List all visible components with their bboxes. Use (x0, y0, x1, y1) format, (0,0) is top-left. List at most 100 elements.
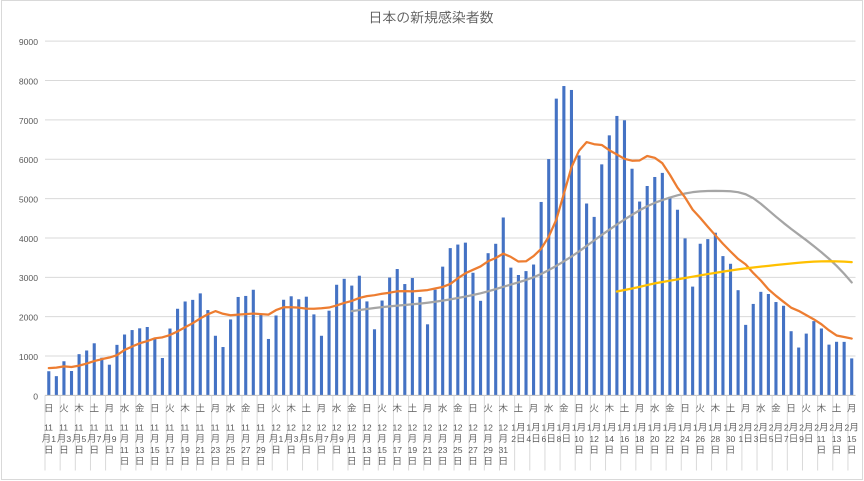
svg-text:23: 23 (438, 445, 448, 455)
svg-text:11: 11 (226, 423, 235, 433)
svg-text:5000: 5000 (19, 195, 38, 205)
svg-text:17: 17 (165, 445, 175, 455)
svg-text:20: 20 (650, 434, 660, 444)
svg-text:11: 11 (817, 434, 826, 444)
svg-text:17: 17 (392, 445, 402, 455)
svg-text:13: 13 (135, 445, 145, 455)
svg-text:8: 8 (557, 434, 562, 444)
svg-text:25: 25 (226, 445, 236, 455)
svg-text:15: 15 (847, 434, 857, 444)
svg-text:27: 27 (468, 445, 478, 455)
svg-text:29: 29 (256, 445, 266, 455)
svg-text:25: 25 (453, 445, 463, 455)
svg-text:1: 1 (708, 423, 713, 433)
svg-text:22: 22 (665, 434, 675, 444)
svg-text:8000: 8000 (19, 76, 38, 86)
svg-text:11: 11 (256, 423, 265, 433)
svg-text:1: 1 (723, 423, 728, 433)
svg-text:9: 9 (339, 434, 344, 444)
svg-text:1: 1 (278, 434, 283, 444)
svg-text:12: 12 (286, 423, 296, 433)
svg-text:1: 1 (526, 423, 531, 433)
svg-text:12: 12 (483, 423, 493, 433)
svg-text:11: 11 (150, 423, 159, 433)
svg-text:13: 13 (362, 445, 372, 455)
svg-text:11: 11 (241, 423, 250, 433)
svg-text:11: 11 (44, 423, 53, 433)
svg-text:2: 2 (829, 423, 834, 433)
svg-text:12: 12 (377, 423, 387, 433)
svg-text:12: 12 (408, 423, 418, 433)
svg-text:21: 21 (196, 445, 206, 455)
svg-text:6000: 6000 (19, 155, 38, 165)
svg-text:16: 16 (620, 434, 630, 444)
svg-text:12: 12 (362, 423, 372, 433)
svg-text:12: 12 (423, 423, 433, 433)
svg-text:12: 12 (271, 423, 281, 433)
svg-text:5: 5 (309, 434, 314, 444)
svg-text:24: 24 (680, 434, 690, 444)
svg-text:11: 11 (196, 423, 205, 433)
svg-text:1: 1 (587, 423, 592, 433)
svg-text:2: 2 (799, 423, 804, 433)
svg-text:10: 10 (574, 434, 584, 444)
svg-text:7: 7 (784, 434, 789, 444)
svg-text:4: 4 (526, 434, 531, 444)
svg-text:12: 12 (302, 423, 312, 433)
svg-text:1: 1 (557, 423, 562, 433)
svg-text:2: 2 (738, 423, 743, 433)
svg-text:12: 12 (438, 423, 448, 433)
svg-text:11: 11 (347, 445, 356, 455)
svg-text:14: 14 (605, 434, 615, 444)
svg-text:3000: 3000 (19, 273, 38, 283)
svg-text:12: 12 (332, 423, 342, 433)
svg-text:27: 27 (241, 445, 251, 455)
svg-text:11: 11 (89, 423, 98, 433)
svg-text:9000: 9000 (19, 37, 38, 47)
svg-text:7: 7 (324, 434, 329, 444)
svg-text:11: 11 (180, 423, 189, 433)
svg-text:28: 28 (711, 434, 721, 444)
svg-text:9: 9 (112, 434, 117, 444)
svg-text:3: 3 (754, 434, 759, 444)
svg-text:4000: 4000 (19, 234, 38, 244)
svg-text:1: 1 (572, 423, 577, 433)
svg-text:3: 3 (294, 434, 299, 444)
svg-text:9: 9 (799, 434, 804, 444)
svg-text:7000: 7000 (19, 116, 38, 126)
svg-text:29: 29 (483, 445, 493, 455)
svg-text:11: 11 (165, 423, 174, 433)
svg-text:15: 15 (377, 445, 387, 455)
svg-text:15: 15 (150, 445, 160, 455)
svg-text:12: 12 (347, 423, 357, 433)
svg-text:1: 1 (648, 423, 653, 433)
svg-text:30: 30 (726, 434, 736, 444)
svg-text:1: 1 (542, 423, 547, 433)
svg-text:26: 26 (695, 434, 705, 444)
svg-text:11: 11 (120, 423, 129, 433)
svg-text:23: 23 (211, 445, 221, 455)
svg-text:18: 18 (635, 434, 645, 444)
svg-text:2: 2 (814, 423, 819, 433)
svg-text:1: 1 (632, 423, 637, 433)
svg-text:0: 0 (33, 391, 38, 401)
svg-text:11: 11 (135, 423, 144, 433)
svg-text:12: 12 (498, 423, 508, 433)
svg-text:2: 2 (769, 423, 774, 433)
svg-text:11: 11 (59, 423, 68, 433)
svg-text:3: 3 (66, 434, 71, 444)
svg-text:1: 1 (617, 423, 622, 433)
svg-text:19: 19 (180, 445, 190, 455)
svg-text:2: 2 (511, 434, 516, 444)
svg-text:1: 1 (693, 423, 698, 433)
svg-text:6: 6 (542, 434, 547, 444)
svg-text:7: 7 (97, 434, 102, 444)
svg-text:5: 5 (769, 434, 774, 444)
svg-text:31: 31 (498, 445, 508, 455)
svg-text:2: 2 (784, 423, 789, 433)
svg-text:11: 11 (105, 423, 114, 433)
svg-text:2: 2 (845, 423, 850, 433)
svg-text:1: 1 (511, 423, 516, 433)
svg-text:2: 2 (754, 423, 759, 433)
svg-text:12: 12 (468, 423, 478, 433)
